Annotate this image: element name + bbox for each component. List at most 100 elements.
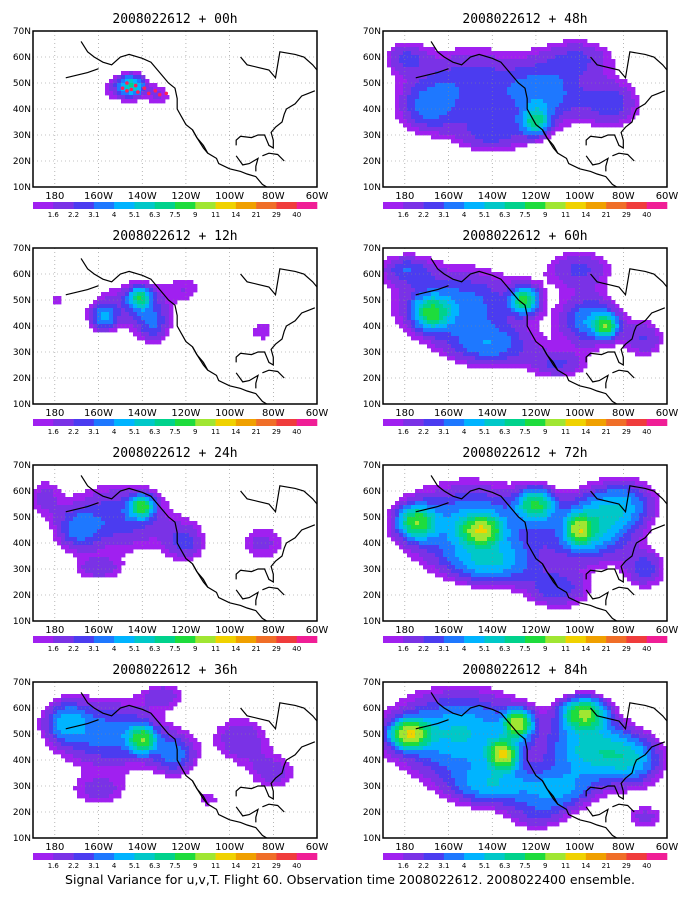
variance-cell — [523, 131, 528, 136]
variance-cell — [415, 111, 420, 116]
variance-cell — [555, 107, 560, 112]
variance-cell — [495, 87, 500, 92]
variance-cell — [579, 83, 584, 88]
variance-cell — [133, 517, 138, 522]
variance-cell — [511, 288, 516, 293]
variance-cell — [117, 537, 122, 542]
variance-cell — [575, 352, 580, 357]
variance-cell — [571, 55, 576, 60]
variance-cell — [77, 718, 82, 723]
variance-cell — [483, 344, 488, 349]
variance-cell — [451, 63, 456, 68]
variance-cell — [439, 103, 444, 108]
variance-cell — [515, 324, 520, 329]
variance-cell — [527, 119, 532, 124]
variance-cell — [575, 292, 580, 297]
variance-cell — [89, 517, 94, 522]
variance-cell — [149, 91, 154, 96]
variance-cell — [185, 545, 190, 550]
variance-cell — [193, 525, 198, 530]
variance-cell — [519, 340, 524, 345]
variance-cell — [189, 537, 194, 542]
variance-cell — [145, 304, 150, 309]
variance-cell — [109, 533, 114, 538]
variance-cell — [137, 529, 142, 534]
variance-cell — [475, 83, 480, 88]
variance-cell — [443, 67, 448, 72]
variance-cell — [459, 352, 464, 357]
variance-cell — [391, 292, 396, 297]
variance-cell — [571, 336, 576, 341]
variance-cell — [105, 537, 110, 542]
variance-cell — [121, 324, 126, 329]
variance-cell — [591, 300, 596, 305]
variance-cell — [559, 264, 564, 269]
variance-cell — [173, 288, 178, 293]
variance-cell — [153, 288, 158, 293]
variance-cell — [89, 316, 94, 321]
y-tick-label: 50N — [13, 79, 31, 89]
variance-cell — [109, 786, 114, 791]
variance-cell — [439, 340, 444, 345]
variance-cell — [471, 71, 476, 76]
variance-cell — [647, 328, 652, 333]
variance-cell — [109, 726, 114, 731]
variance-cell — [571, 272, 576, 277]
variance-cell — [61, 505, 66, 510]
variance-cell — [277, 778, 282, 783]
variance-cell — [543, 272, 548, 277]
variance-cell — [169, 750, 174, 755]
variance-cell — [467, 344, 472, 349]
variance-cell — [431, 320, 436, 325]
variance-cell — [101, 702, 106, 707]
variance-cell — [133, 296, 138, 301]
variance-cell — [391, 63, 396, 68]
y-tick-label: 70N — [13, 461, 31, 471]
variance-cell — [563, 91, 568, 96]
variance-cell — [101, 304, 106, 309]
variance-cell — [145, 706, 150, 711]
variance-cell — [407, 75, 412, 80]
variance-cell — [571, 260, 576, 265]
variance-cell — [527, 348, 532, 353]
variance-cell — [495, 143, 500, 148]
variance-cell — [523, 288, 528, 293]
colorbar-label: 40 — [292, 211, 301, 219]
variance-cell — [475, 296, 480, 301]
variance-cell — [475, 99, 480, 104]
variance-cell — [89, 525, 94, 530]
variance-cell — [69, 710, 74, 715]
colorbar-label: 1.6 — [48, 211, 60, 219]
variance-cell — [435, 332, 440, 337]
variance-cell — [627, 328, 632, 333]
variance-cell — [189, 521, 194, 526]
variance-cell — [443, 268, 448, 273]
variance-cell — [475, 143, 480, 148]
variance-cell — [495, 336, 500, 341]
variance-cell — [125, 485, 130, 490]
variance-cell — [455, 348, 460, 353]
variance-cell — [121, 750, 126, 755]
variance-cell — [273, 754, 278, 759]
variance-cell — [527, 276, 532, 281]
variance-cell — [431, 127, 436, 132]
variance-cell — [439, 131, 444, 136]
variance-cell — [97, 798, 102, 803]
variance-cell — [117, 569, 122, 574]
variance-cell — [467, 268, 472, 273]
variance-cell — [257, 746, 262, 751]
variance-cell — [559, 55, 564, 60]
variance-cell — [583, 316, 588, 321]
variance-cell — [471, 288, 476, 293]
variance-cell — [113, 517, 118, 522]
variance-cell — [93, 754, 98, 759]
variance-cell — [415, 127, 420, 132]
variance-cell — [61, 541, 66, 546]
variance-cell — [93, 758, 98, 763]
variance-cell — [543, 336, 548, 341]
variance-cell — [121, 83, 126, 88]
variance-cell — [467, 300, 472, 305]
variance-cell — [117, 746, 122, 751]
variance-cell — [523, 344, 528, 349]
x-tick-label: 160W — [84, 842, 113, 853]
